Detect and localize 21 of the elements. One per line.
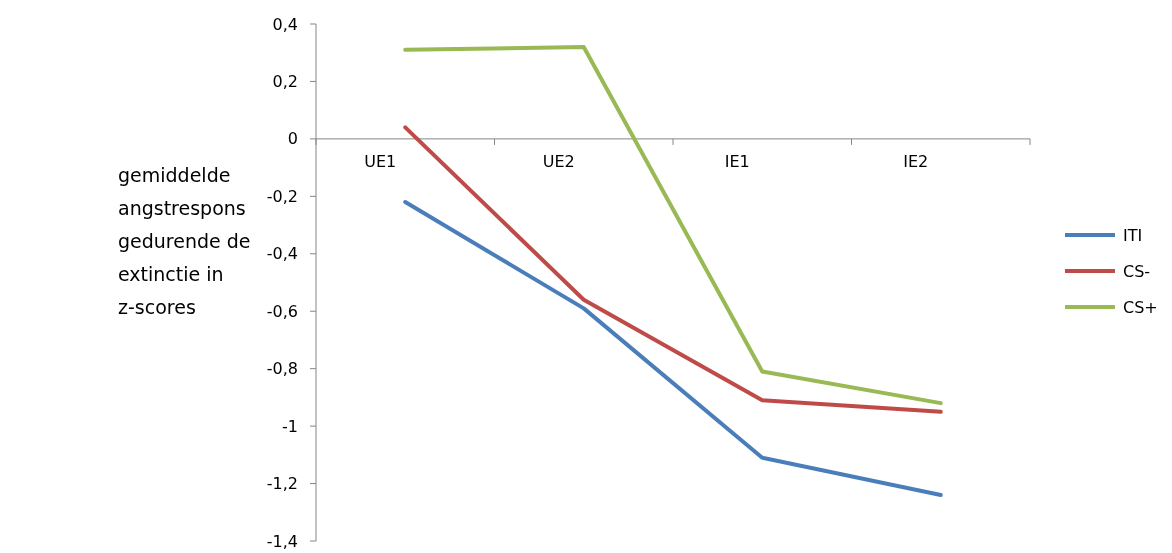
x-tick-label: IE2 xyxy=(903,151,929,171)
line-series xyxy=(403,44,943,406)
y-tick-label: -0,2 xyxy=(266,186,298,206)
y-axis-title: gemiddelde angstrespons gedurende de extinctie in z-scores xyxy=(118,164,251,318)
y-tick-label: 0 xyxy=(287,129,298,149)
y-tick-label: 0,2 xyxy=(272,72,298,92)
y-tick-label: -0,8 xyxy=(266,359,298,379)
y-tick-label: 0,4 xyxy=(272,14,298,34)
y-tick-label: -0,4 xyxy=(266,244,298,264)
legend-label: CS- xyxy=(1123,261,1151,281)
legend-label: ITI xyxy=(1123,225,1143,245)
x-tick-label: UE2 xyxy=(542,151,575,171)
line-series xyxy=(403,125,943,414)
y-tick-label: -1,2 xyxy=(266,474,298,494)
x-tick-label: UE1 xyxy=(364,151,397,171)
y-tick-label: -1,4 xyxy=(266,531,298,551)
y-tick-label: -1 xyxy=(282,416,298,436)
line-series xyxy=(403,200,943,498)
x-tick-label: IE1 xyxy=(724,151,750,171)
legend-label: CS+ xyxy=(1123,297,1158,317)
y-tick-label: -0,6 xyxy=(266,301,298,321)
